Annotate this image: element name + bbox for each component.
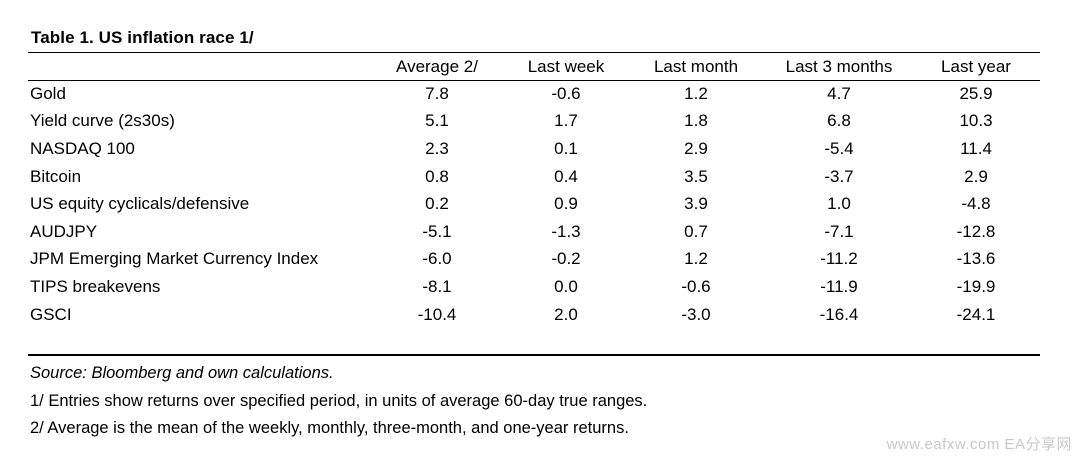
footnote-2: 2/ Average is the mean of the weekly, mo…: [30, 419, 629, 437]
row-label: TIPS breakevens: [30, 276, 161, 296]
cell-last-year: 2.9: [964, 166, 988, 186]
table-row: JPM Emerging Market Currency Index -6.0 …: [28, 246, 1040, 274]
cell-last-week: -0.2: [551, 249, 581, 269]
cell-last-month: 3.9: [684, 194, 708, 214]
top-rule: [28, 52, 1040, 53]
cell-last-3-months: -11.2: [820, 249, 858, 269]
cell-average: 0.8: [425, 166, 449, 186]
cell-last-year: -19.9: [956, 276, 996, 296]
row-label: Gold: [30, 83, 66, 103]
header-cell-last-3-months: Last 3 months: [785, 56, 893, 76]
cell-last-year: -24.1: [956, 304, 996, 324]
row-label: NASDAQ 100: [30, 138, 135, 158]
cell-average: 2.3: [425, 138, 449, 158]
cell-last-3-months: 6.8: [827, 111, 851, 131]
cell-last-week: 0.9: [554, 194, 578, 214]
cell-last-week: 2.0: [554, 304, 578, 324]
header-cell-label: [28, 53, 368, 80]
header-rule: [28, 80, 1040, 81]
cell-average: -6.0: [422, 249, 452, 269]
table-row: Gold 7.8 -0.6 1.2 4.7 25.9: [28, 80, 1040, 108]
cell-last-week: -1.3: [551, 221, 581, 241]
cell-last-3-months: -16.4: [819, 304, 859, 324]
cell-average: 0.2: [425, 194, 449, 214]
cell-last-year: -13.6: [956, 249, 996, 269]
footnote-1: 1/ Entries show returns over specified p…: [30, 391, 648, 410]
cell-last-month: 1.2: [684, 249, 708, 269]
cell-last-3-months: 1.0: [827, 194, 851, 214]
cell-last-week: 0.1: [554, 138, 578, 158]
header-cell-last-year: Last year: [941, 56, 1011, 76]
cell-last-month: 1.8: [684, 111, 708, 131]
inflation-race-table: Average 2/ Last week Last month Last 3 m…: [28, 53, 1040, 328]
cell-last-year: 11.4: [960, 138, 992, 158]
cell-last-month: -0.6: [681, 276, 711, 296]
table-row: US equity cyclicals/defensive 0.2 0.9 3.…: [28, 190, 1040, 218]
table-title: Table 1. US inflation race 1/: [31, 28, 254, 47]
cell-last-week: 1.7: [554, 111, 578, 131]
header-cell-average: Average 2/: [396, 56, 478, 76]
header-cell-last-month: Last month: [653, 56, 739, 76]
cell-last-3-months: -5.4: [824, 138, 854, 158]
cell-last-year: -4.8: [961, 194, 991, 214]
row-label: AUDJPY: [30, 221, 98, 241]
table-row: NASDAQ 100 2.3 0.1 2.9 -5.4 11.4: [28, 135, 1040, 163]
cell-last-3-months: -11.9: [820, 276, 858, 296]
table-row: GSCI -10.4 2.0 -3.0 -16.4 -24.1: [28, 301, 1040, 329]
table-row: TIPS breakevens -8.1 0.0 -0.6 -11.9 -19.…: [28, 273, 1040, 301]
row-label: GSCI: [30, 304, 72, 324]
cell-last-month: 0.7: [684, 221, 708, 241]
row-label: Yield curve (2s30s): [30, 111, 175, 131]
cell-last-3-months: 4.7: [827, 83, 851, 103]
cell-last-week: -0.6: [551, 83, 581, 103]
cell-average: -10.4: [417, 304, 457, 324]
cell-average: 5.1: [425, 111, 449, 131]
cell-last-month: -3.0: [681, 304, 711, 324]
cell-last-week: 0.4: [554, 166, 578, 186]
table-row: Bitcoin 0.8 0.4 3.5 -3.7 2.9: [28, 163, 1040, 191]
header-row: Average 2/ Last week Last month Last 3 m…: [28, 53, 1040, 80]
cell-last-month: 2.9: [684, 138, 708, 158]
table-row: Yield curve (2s30s) 5.1 1.7 1.8 6.8 10.3: [28, 108, 1040, 136]
cell-average: -5.1: [422, 221, 452, 241]
row-label: US equity cyclicals/defensive: [30, 194, 250, 214]
cell-last-3-months: -7.1: [824, 221, 854, 241]
cell-last-year: -12.8: [956, 221, 996, 241]
cell-last-3-months: -3.7: [824, 166, 854, 186]
cell-last-month: 1.2: [684, 83, 708, 103]
watermark: www.eafxw.com EA分享网: [886, 436, 1072, 453]
cell-last-year: 10.3: [959, 111, 993, 131]
row-label: JPM Emerging Market Currency Index: [30, 249, 319, 269]
row-label: Bitcoin: [30, 166, 82, 186]
cell-average: 7.8: [425, 83, 449, 103]
cell-last-week: 0.0: [554, 276, 578, 296]
cell-last-month: 3.5: [684, 166, 708, 186]
source-note: Source: Bloomberg and own calculations.: [30, 364, 334, 382]
table-row: AUDJPY -5.1 -1.3 0.7 -7.1 -12.8: [28, 218, 1040, 246]
footnotes: Source: Bloomberg and own calculations. …: [30, 360, 647, 443]
header-cell-last-week: Last week: [527, 56, 605, 76]
cell-last-year: 25.9: [959, 83, 993, 103]
bottom-rule: [28, 354, 1040, 356]
cell-average: -8.1: [422, 276, 452, 296]
